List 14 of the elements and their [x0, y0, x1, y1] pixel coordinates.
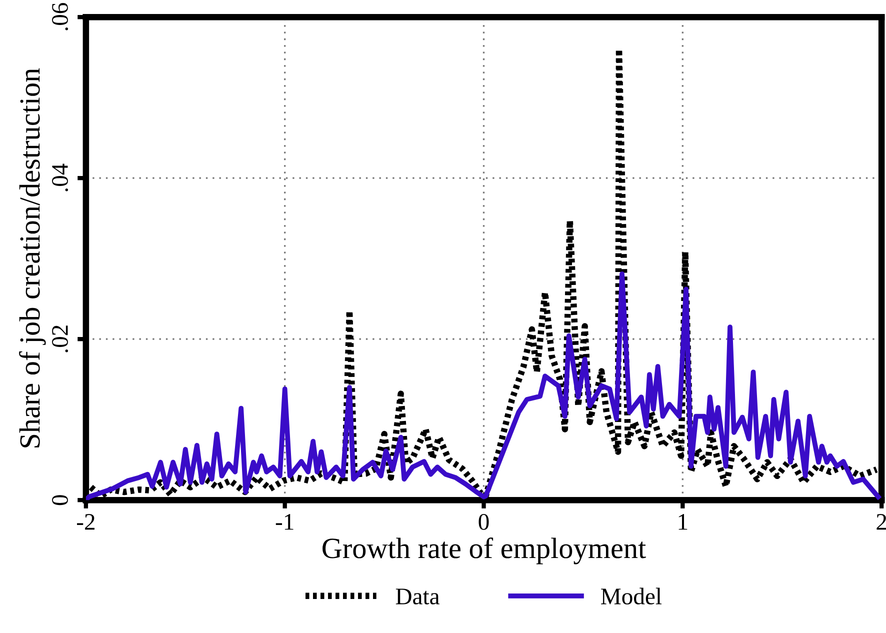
line-series	[86, 271, 881, 500]
y-tick-label: .04	[52, 164, 68, 192]
y-tick-label: .02	[52, 326, 68, 352]
x-tick-label: 1	[678, 514, 688, 530]
y-tick-label: 0	[52, 495, 68, 506]
x-axis-title: Growth rate of employment	[322, 537, 646, 564]
x-tick-label: -2	[76, 514, 94, 530]
legend-label: Data	[396, 588, 440, 604]
y-axis-title: Share of job creation/destruction	[19, 68, 46, 448]
x-tick-label: 2	[876, 514, 886, 530]
legend-label: Model	[601, 588, 662, 604]
y-tick-label: .06	[52, 3, 68, 30]
x-tick-label: -1	[276, 514, 294, 530]
x-tick-label: 0	[478, 514, 489, 530]
